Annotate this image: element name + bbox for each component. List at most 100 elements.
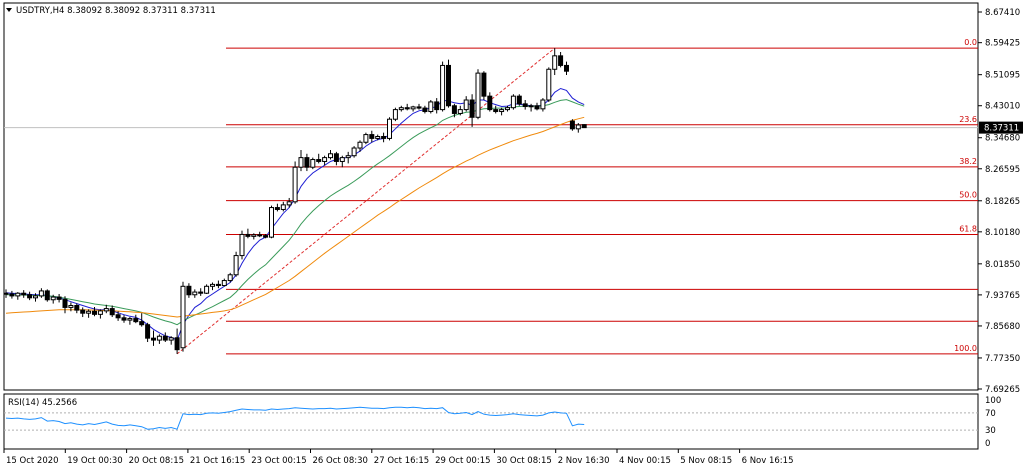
candle-bull xyxy=(398,107,404,111)
candle-bull xyxy=(50,296,56,301)
time-tick-label: 29 Oct 00:15 xyxy=(435,456,490,466)
candle-bear xyxy=(62,298,68,308)
candle-bull xyxy=(269,207,274,238)
candle-bear xyxy=(198,291,204,294)
candle-bear xyxy=(44,290,50,301)
time-tick-label: 21 Oct 16:15 xyxy=(190,456,245,466)
candle-bear xyxy=(469,99,475,118)
fib-level-label: 0.0 xyxy=(964,38,977,47)
candle-bull xyxy=(168,337,174,341)
candle-bull xyxy=(475,72,481,118)
candle-bear xyxy=(558,55,564,66)
candle-bull xyxy=(357,141,363,149)
candle-bear xyxy=(186,285,192,296)
candle-bull xyxy=(387,118,392,139)
candle-bull xyxy=(103,308,109,312)
time-tick-label: 6 Nov 16:15 xyxy=(742,456,794,466)
candle-bull xyxy=(239,233,245,257)
time-tick-label: 4 Nov 00:15 xyxy=(619,456,671,466)
current-price-badge xyxy=(979,121,1023,134)
candle-bear xyxy=(564,64,569,72)
candle-bear xyxy=(316,159,322,162)
candle-bull xyxy=(546,68,552,101)
candle-bull xyxy=(375,135,381,139)
rsi-level-label: 100 xyxy=(985,396,1001,406)
price-tick-label: 8.34680 xyxy=(985,134,1020,144)
candle-bull xyxy=(428,101,434,113)
candle-bear xyxy=(522,103,528,108)
candle-bear xyxy=(451,105,457,114)
candle-bear xyxy=(304,157,310,168)
candle-bull xyxy=(156,335,162,341)
candle-bull xyxy=(221,280,227,287)
time-tick-label: 19 Oct 00:30 xyxy=(67,456,122,466)
candle-bear xyxy=(151,337,156,341)
candle-bull xyxy=(38,290,44,297)
candle-bull xyxy=(298,157,304,168)
candle-bull xyxy=(540,99,546,110)
rsi-panel-frame xyxy=(3,393,979,450)
candle-bear xyxy=(416,106,422,109)
candle-bull xyxy=(505,107,510,111)
time-tick-label: 20 Oct 08:15 xyxy=(129,456,184,466)
candle-bear xyxy=(516,95,522,105)
candle-bear xyxy=(80,309,86,314)
rsi-level-label: 70 xyxy=(985,409,996,419)
candle-bull xyxy=(86,310,92,314)
price-tick-label: 8.10180 xyxy=(985,228,1020,238)
candle-bear xyxy=(369,134,375,139)
candle-bear xyxy=(274,207,280,210)
candle-bull xyxy=(575,124,581,130)
rsi-level-label: 0 xyxy=(985,439,990,449)
candle-bull xyxy=(328,153,333,159)
candle-bear xyxy=(569,120,575,130)
candle-bull xyxy=(351,147,357,157)
candle-bear xyxy=(139,321,145,326)
moving-average-line xyxy=(5,87,585,341)
dropdown-triangle-icon[interactable] xyxy=(6,8,12,12)
candle-bear xyxy=(446,64,451,107)
candle-bull xyxy=(192,291,198,296)
candle-bear xyxy=(434,101,440,111)
candle-bear xyxy=(245,233,251,237)
candle-bear xyxy=(481,72,487,97)
candle-bull xyxy=(292,166,298,203)
price-tick-label: 8.51095 xyxy=(985,71,1020,81)
candle-bear xyxy=(109,308,115,316)
fib-level-label: 38.2 xyxy=(959,157,977,166)
candle-bull xyxy=(363,134,369,143)
price-tick-label: 8.67410 xyxy=(985,8,1020,18)
candle-bull xyxy=(251,234,257,237)
candle-bear xyxy=(534,105,540,110)
price-tick-label: 7.77350 xyxy=(985,354,1020,364)
fib-level-label: 100.0 xyxy=(954,344,977,353)
candle-bear xyxy=(381,135,387,139)
candle-bear xyxy=(174,337,180,351)
candle-bear xyxy=(56,296,62,300)
candle-bear xyxy=(263,235,269,238)
candle-bull xyxy=(463,99,469,111)
candle-bear xyxy=(581,124,587,129)
candle-bear xyxy=(9,293,15,297)
candle-bull xyxy=(339,157,345,162)
time-tick-label: 27 Oct 16:15 xyxy=(374,456,429,466)
candle-bull xyxy=(457,109,463,114)
time-tick-label: 15 Oct 2020 xyxy=(6,456,59,466)
price-tick-label: 8.26595 xyxy=(985,165,1020,175)
candle-bull xyxy=(204,285,210,294)
candle-bull xyxy=(280,204,286,210)
candle-bull xyxy=(180,285,186,349)
candle-bull xyxy=(410,106,416,110)
price-tick-label: 7.69265 xyxy=(985,385,1020,395)
fib-level-label: 61.8 xyxy=(959,224,977,233)
rsi-line xyxy=(5,406,585,430)
moving-average-line xyxy=(6,99,585,326)
candle-bull xyxy=(68,305,74,308)
candle-bear xyxy=(215,283,221,287)
candle-bull xyxy=(33,295,38,299)
candle-bull xyxy=(15,292,21,297)
candle-bear xyxy=(74,305,80,311)
candle-bull xyxy=(440,64,446,111)
fib-trend-line xyxy=(176,47,556,355)
